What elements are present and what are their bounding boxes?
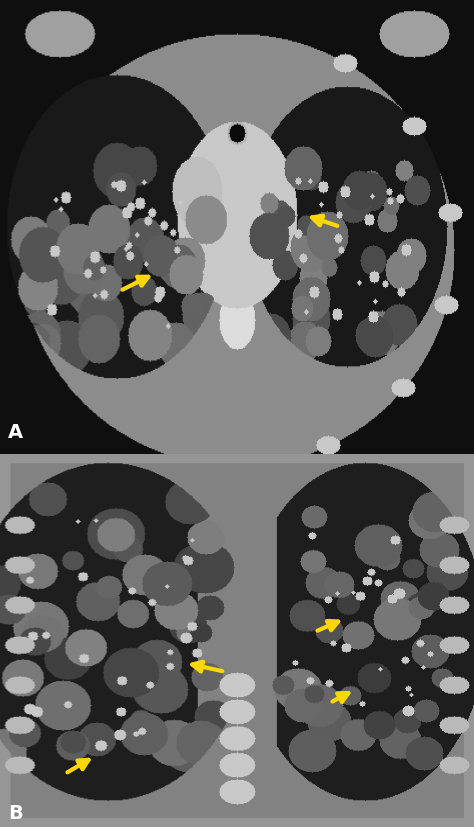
Text: A: A (8, 423, 23, 442)
Text: B: B (8, 803, 23, 822)
